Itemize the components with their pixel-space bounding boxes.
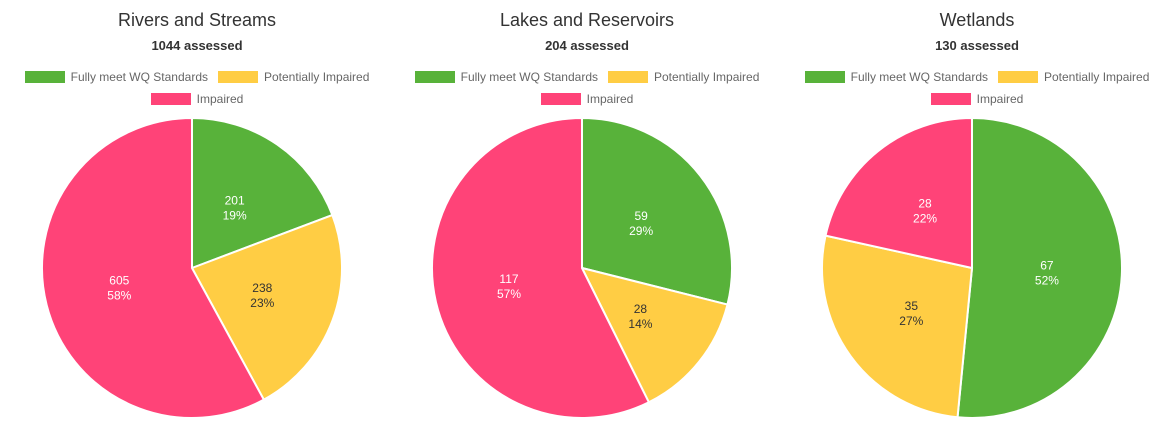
legend-swatch-yellow — [218, 71, 258, 83]
slice-value-label: 117 — [499, 272, 518, 286]
slice-value-label: 67 — [1040, 259, 1054, 273]
legend-item-potentially-impaired[interactable]: Potentially Impaired — [218, 70, 369, 84]
legend-label: Impaired — [196, 92, 244, 106]
legend-item-potentially-impaired[interactable]: Potentially Impaired — [998, 70, 1149, 84]
legend-item-potentially-impaired[interactable]: Potentially Impaired — [608, 70, 759, 84]
slice-percent-label: 22% — [913, 212, 937, 226]
legend-item-impaired[interactable]: Impaired — [930, 92, 1024, 106]
legend-swatch-green — [804, 71, 845, 83]
slice-percent-label: 23% — [250, 296, 274, 310]
legend-swatch-pink — [930, 93, 971, 105]
slice-value-label: 238 — [252, 281, 272, 295]
slice-impaired[interactable] — [824, 116, 973, 270]
legend-item-fully-meet[interactable]: Fully meet WQ Standards — [24, 70, 208, 84]
legend-label: Fully meet WQ Standards — [850, 70, 988, 84]
slice-percent-label: 52% — [1035, 274, 1059, 288]
slice-percent-label: 57% — [497, 287, 521, 301]
slice-value-label: 605 — [109, 274, 129, 288]
slice-fully-meet[interactable] — [956, 116, 1123, 419]
slice-fully-meet[interactable] — [581, 116, 733, 306]
legend-swatch-pink — [150, 93, 191, 105]
slice-percent-label: 58% — [107, 289, 131, 303]
slice-percent-label: 29% — [629, 224, 653, 238]
legend-label: Potentially Impaired — [264, 70, 370, 84]
legend-swatch-yellow — [608, 71, 648, 83]
slice-impaired[interactable] — [41, 116, 266, 419]
legend-label: Potentially Impaired — [654, 70, 760, 84]
chart-legend: Fully meet WQ Standards Potentially Impa… — [2, 70, 392, 114]
chart-panel-wetlands: Wetlands 130 assessed Fully meet WQ Stan… — [782, 0, 1159, 443]
slice-percent-label: 27% — [899, 314, 923, 328]
chart-subtitle: 1044 assessed — [151, 38, 243, 53]
slice-potentially-impaired[interactable] — [190, 213, 343, 402]
chart-panel-lakes: Lakes and Reservoirs 204 assessed Fully … — [392, 0, 782, 443]
legend-swatch-green — [24, 71, 65, 83]
slice-value-label: 59 — [634, 209, 648, 223]
legend-swatch-yellow — [998, 71, 1038, 83]
chart-subtitle: 204 assessed — [545, 38, 629, 53]
slice-value-label: 201 — [225, 193, 245, 207]
legend-label: Potentially Impaired — [1044, 70, 1150, 84]
chart-title: Wetlands — [939, 10, 1015, 30]
slice-percent-label: 19% — [223, 208, 247, 222]
legend-item-fully-meet[interactable]: Fully meet WQ Standards — [414, 70, 598, 84]
slice-potentially-impaired[interactable] — [821, 234, 974, 419]
slice-potentially-impaired[interactable] — [580, 266, 729, 404]
legend-label: Impaired — [586, 92, 634, 106]
slice-fully-meet[interactable] — [191, 116, 334, 270]
legend-item-fully-meet[interactable]: Fully meet WQ Standards — [804, 70, 988, 84]
slice-value-label: 28 — [918, 197, 932, 211]
slice-percent-label: 14% — [628, 317, 652, 331]
legend-label: Fully meet WQ Standards — [460, 70, 598, 84]
legend-swatch-green — [414, 71, 455, 83]
chart-panel-rivers: Rivers and Streams 1044 assessed Fully m… — [2, 0, 392, 443]
chart-legend: Fully meet WQ Standards Potentially Impa… — [392, 70, 782, 114]
chart-subtitle: 130 assessed — [935, 38, 1019, 53]
chart-title: Rivers and Streams — [117, 10, 277, 30]
legend-item-impaired[interactable]: Impaired — [150, 92, 244, 106]
chart-title: Lakes and Reservoirs — [499, 10, 675, 30]
slice-impaired[interactable] — [431, 116, 651, 419]
legend-item-impaired[interactable]: Impaired — [540, 92, 634, 106]
legend-label: Fully meet WQ Standards — [70, 70, 208, 84]
chart-legend: Fully meet WQ Standards Potentially Impa… — [782, 70, 1159, 114]
slice-value-label: 35 — [905, 299, 919, 313]
slice-value-label: 28 — [634, 302, 648, 316]
legend-swatch-pink — [540, 93, 581, 105]
legend-label: Impaired — [976, 92, 1024, 106]
